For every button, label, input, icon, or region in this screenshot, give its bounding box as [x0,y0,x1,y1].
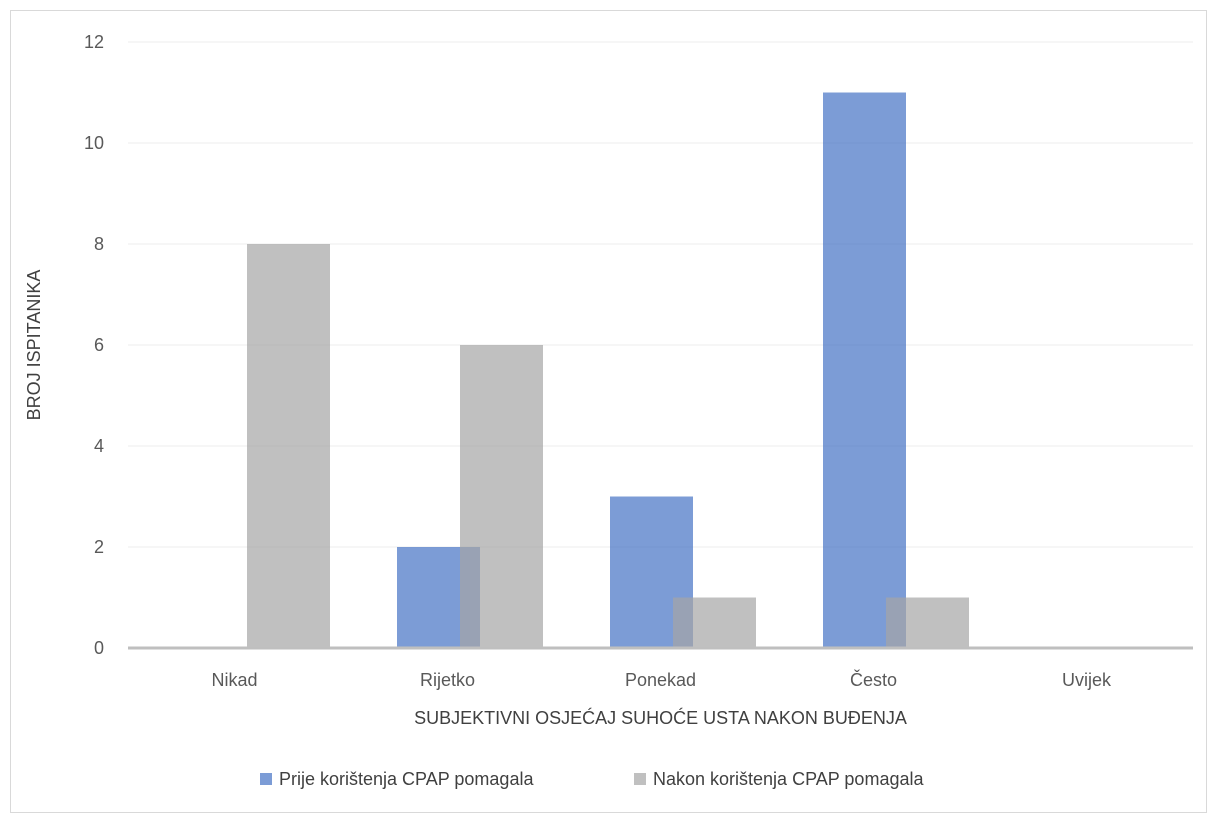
legend-swatch [260,773,272,785]
y-tick-label: 4 [94,436,104,456]
x-tick-label: Ponekad [625,670,696,690]
bar-nakon-2 [673,597,756,648]
legend-label: Nakon korištenja CPAP pomagala [653,769,924,789]
y-tick-label: 6 [94,335,104,355]
legend-item: Nakon korištenja CPAP pomagala [634,769,924,789]
y-axis-title: BROJ ISPITANIKA [24,270,44,421]
x-tick-label: Često [850,669,897,690]
bar-nakon-0 [247,244,330,648]
bar-nakon-3 [886,597,969,648]
x-tick-label: Rijetko [420,670,475,690]
y-tick-label: 2 [94,537,104,557]
x-tick-label: Nikad [211,670,257,690]
chart-frame [10,10,1207,813]
legend: Prije korištenja CPAP pomagala Nakon kori… [260,769,924,789]
y-tick-label: 0 [94,638,104,658]
y-tick-label: 10 [84,133,104,153]
x-axis-ticks: Nikad Rijetko Ponekad Često Uvijek [211,669,1112,690]
bars [247,92,969,648]
bar-prije-3 [823,92,906,648]
bar-nakon-1 [460,345,543,648]
x-axis-title: SUBJEKTIVNI OSJEĆAJ SUHOĆE USTA NAKON BU… [414,707,907,728]
y-tick-label: 12 [84,32,104,52]
y-axis-ticks: 0 2 4 6 8 10 12 [84,32,104,658]
legend-item: Prije korištenja CPAP pomagala [260,769,534,789]
legend-swatch [634,773,646,785]
x-tick-label: Uvijek [1062,670,1112,690]
legend-label: Prije korištenja CPAP pomagala [279,769,534,789]
y-tick-label: 8 [94,234,104,254]
